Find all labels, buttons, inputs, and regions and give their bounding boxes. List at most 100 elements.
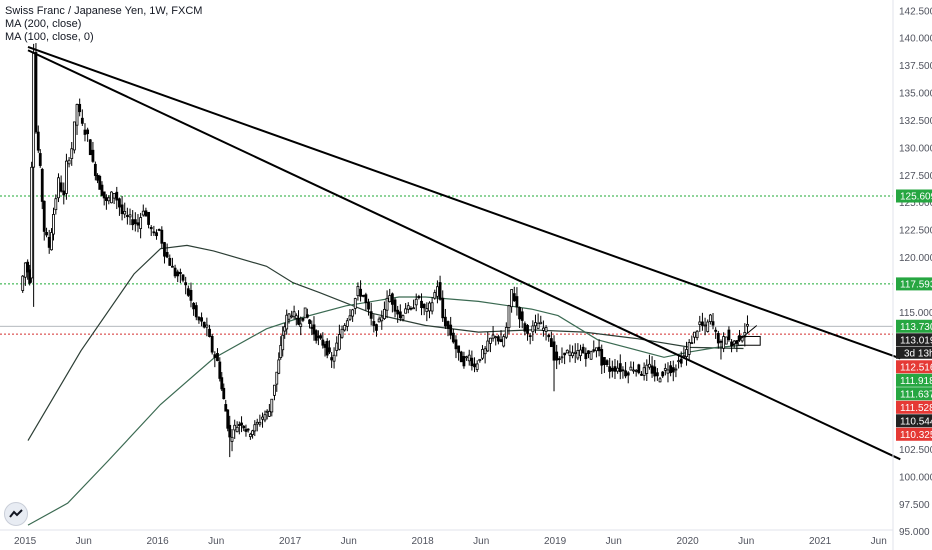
candle-body — [621, 369, 625, 372]
candle-body — [340, 328, 344, 338]
candle-body — [157, 228, 161, 231]
candle-body — [192, 302, 196, 310]
candle-body — [526, 325, 529, 334]
candle-body — [325, 340, 329, 356]
y-tick-label: 130.000 — [899, 143, 932, 154]
symbol-title[interactable]: Swiss Franc / Japanese Yen, 1W, FXCM — [5, 5, 203, 17]
ma100-line[interactable] — [27, 296, 744, 526]
chart-legend: Swiss Franc / Japanese Yen, 1W, FXCM MA … — [5, 5, 202, 44]
candle-body — [194, 305, 198, 318]
price-axis[interactable]: 142.500 140.000 137.500 135.000 132.500 130.0… — [899, 6, 932, 538]
candle-body — [297, 318, 300, 325]
x-tick-label: 2015 — [14, 536, 37, 547]
y-tick-label: 115.000 — [899, 308, 932, 319]
candle-body — [210, 335, 214, 353]
candle-body — [26, 261, 30, 273]
candle-body — [47, 237, 51, 248]
price-tag-bg — [896, 333, 932, 347]
rectangle-drawing[interactable] — [732, 325, 761, 346]
candle-body — [78, 103, 82, 113]
price-tag-label: 111.637 — [900, 389, 932, 400]
candle-body — [54, 198, 58, 211]
candle-body — [708, 314, 712, 322]
arrow-line[interactable] — [732, 325, 758, 346]
candle-body — [205, 324, 209, 328]
tradingview-logo-icon[interactable] — [4, 502, 28, 526]
candle-body — [626, 372, 630, 376]
candle-body — [301, 317, 305, 321]
trendlines[interactable] — [27, 46, 901, 461]
candle-body — [637, 364, 641, 374]
candle-body — [253, 424, 257, 432]
candle-body — [115, 191, 119, 201]
candle-body — [722, 336, 726, 349]
y-tick-label: 140.000 — [899, 34, 932, 45]
candle-body — [483, 348, 487, 355]
countdown-bg — [896, 346, 932, 359]
candle-body — [409, 307, 413, 310]
candle-body — [314, 330, 318, 341]
candle-body — [57, 177, 60, 199]
candle-body — [144, 210, 148, 217]
candle-body — [23, 262, 27, 278]
candle-body — [258, 421, 262, 425]
candle-body — [491, 334, 495, 339]
candle-body — [310, 327, 314, 329]
candle-body — [706, 321, 710, 332]
trendline[interactable] — [27, 46, 901, 360]
price-tag-label: 112.516 — [900, 362, 932, 373]
candle-body — [292, 311, 296, 318]
candle-body — [528, 335, 532, 338]
x-tick-label: 2021 — [809, 536, 832, 547]
candle-body — [677, 360, 680, 363]
candle-body — [504, 327, 508, 338]
candle-body — [581, 346, 585, 354]
candle-body — [539, 321, 543, 325]
x-tick-label: Jun — [473, 536, 489, 547]
candle-body — [565, 349, 569, 354]
candle-body — [281, 334, 285, 351]
time-axis[interactable]: 2015 Jun 2016 Jun 2017 Jun 2018 Jun 2019 Jun 2020 J… — [14, 536, 887, 547]
price-tags: 125.609 117.593 113.730 113.019 3d 13h 112.51… — [896, 189, 932, 441]
x-tick-label: Jun — [606, 536, 622, 547]
candle-body — [430, 302, 434, 312]
ma200-label[interactable]: MA (200, close) — [5, 18, 82, 30]
candle-body — [181, 274, 185, 281]
candle-body — [147, 211, 150, 225]
candle-body — [178, 271, 182, 275]
candle-body — [139, 217, 143, 229]
candle-body — [228, 424, 232, 438]
candle-body — [496, 336, 500, 342]
x-tick-label: 2017 — [279, 536, 302, 547]
candle-body — [248, 433, 252, 438]
candle-body — [600, 349, 604, 366]
candle-body — [240, 422, 243, 426]
candle-body — [438, 282, 442, 300]
candle-body — [507, 305, 511, 328]
candle-body — [67, 159, 71, 165]
candle-body — [610, 367, 614, 372]
candle-body — [401, 315, 405, 321]
candle-body — [428, 302, 431, 312]
candle-body — [669, 365, 673, 374]
price-tag-label: 110.325 — [900, 430, 932, 441]
x-tick-label: Jun — [341, 536, 357, 547]
ma200-line[interactable] — [27, 244, 744, 441]
ma100-label[interactable]: MA (100, close, 0) — [5, 31, 94, 43]
candle-body — [629, 366, 633, 371]
candle-body — [406, 305, 410, 310]
trendline[interactable] — [27, 49, 901, 461]
candle-body — [34, 52, 38, 133]
candle-body — [131, 219, 135, 226]
candle-body — [690, 342, 694, 345]
y-tick-label: 97.500 — [899, 500, 930, 511]
candle-body — [337, 334, 341, 350]
candle-body — [316, 335, 320, 338]
candle-body — [279, 344, 283, 359]
candle-body — [576, 350, 580, 359]
candle-body — [149, 226, 153, 230]
candle-body — [261, 416, 264, 420]
candle-body — [446, 321, 450, 329]
candle-body — [666, 369, 670, 374]
